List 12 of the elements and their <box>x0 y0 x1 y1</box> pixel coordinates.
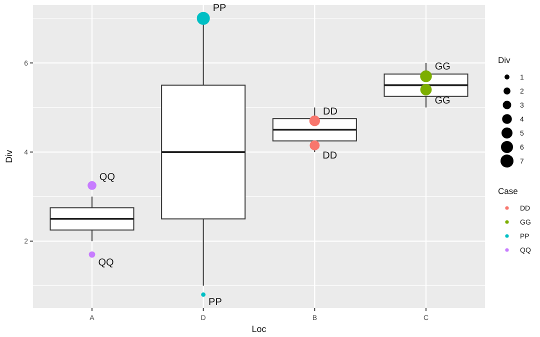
data-label: PP <box>208 296 222 308</box>
data-label: DD <box>322 150 338 162</box>
data-label: GG <box>434 95 450 106</box>
text: Div <box>4 150 14 163</box>
data-label: QQ <box>98 258 114 269</box>
data-label: GG <box>434 61 451 72</box>
y-axis-title: Div <box>498 55 512 65</box>
data-label: DD <box>322 106 338 118</box>
data-label: PP <box>212 2 227 14</box>
legend-title: Case <box>498 186 518 196</box>
x-axis-title: Loc <box>252 324 267 334</box>
data-label: QQ <box>99 172 116 184</box>
